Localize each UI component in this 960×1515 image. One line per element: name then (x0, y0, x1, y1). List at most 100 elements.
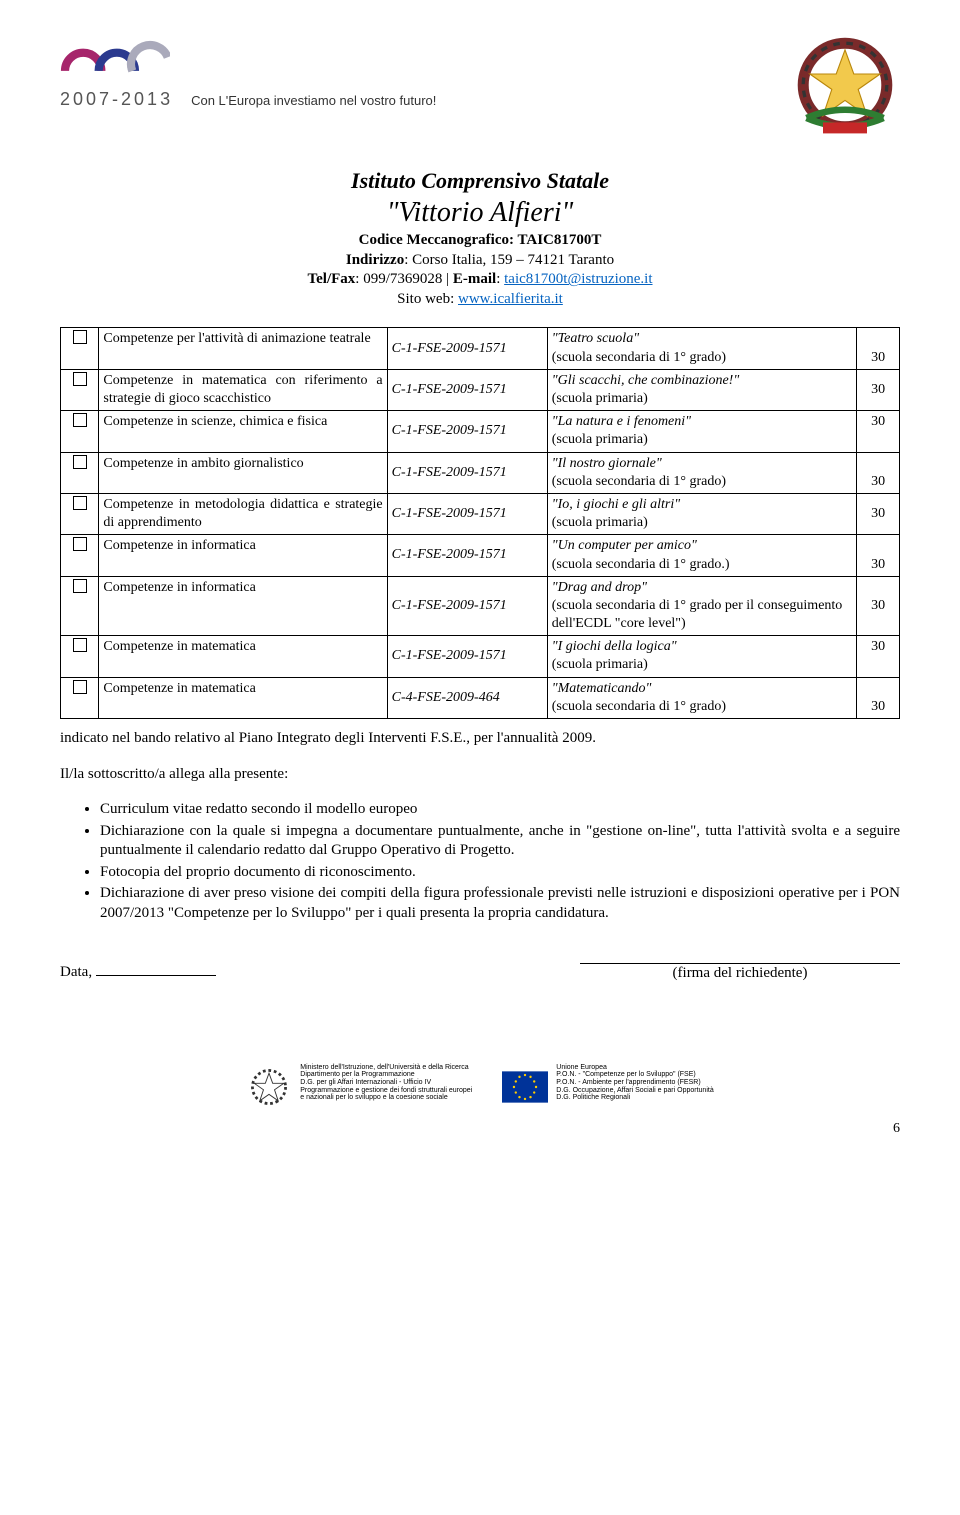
codice-label: Codice Meccanografico: (359, 232, 518, 248)
checkbox[interactable] (73, 680, 87, 694)
course-code: C-1-FSE-2009-1571 (387, 493, 547, 534)
attachment-list: Curriculum vitae redatto secondo il mode… (60, 800, 900, 923)
course-title: "Il nostro giornale" (552, 455, 853, 473)
header-row: 2007-2013 Con L'Europa investiamo nel vo… (60, 30, 900, 147)
course-title-cell: "Un computer per amico"(scuola secondari… (547, 535, 857, 576)
course-title: "Teatro scuola" (552, 330, 853, 348)
course-title-cell: "Teatro scuola"(scuola secondaria di 1° … (547, 328, 857, 369)
footer-left-text: Ministero dell'Istruzione, dell'Universi… (300, 1064, 472, 1102)
list-item: Dichiarazione di aver preso visione dei … (100, 884, 900, 923)
after-table-text: indicato nel bando relativo al Piano Int… (60, 729, 900, 749)
italy-emblem-icon (790, 30, 900, 140)
course-description: Competenze in ambito giornalistico (99, 452, 387, 493)
course-title-cell: "La natura e i fenomeni"(scuola primaria… (547, 411, 857, 452)
telfax-value: : 099/7369028 | (355, 271, 453, 287)
course-title-cell: "Drag and drop"(scuola secondaria di 1° … (547, 576, 857, 636)
title-block: Istituto Comprensivo Statale "Vittorio A… (60, 167, 900, 310)
checkbox-cell (61, 369, 99, 410)
course-code: C-1-FSE-2009-1571 (387, 452, 547, 493)
checkbox[interactable] (73, 372, 87, 386)
checkbox[interactable] (73, 413, 87, 427)
eu-flag-icon (502, 1064, 548, 1110)
footer-italy-emblem-icon (246, 1064, 292, 1110)
table-row: Competenze in matematicaC-4-FSE-2009-464… (61, 677, 900, 718)
pon-logo-block: 2007-2013 Con L'Europa investiamo nel vo… (60, 30, 480, 111)
course-description: Competenze in matematica (99, 636, 387, 677)
course-code: C-4-FSE-2009-464 (387, 677, 547, 718)
course-code: C-1-FSE-2009-1571 (387, 369, 547, 410)
table-row: Competenze in ambito giornalisticoC-1-FS… (61, 452, 900, 493)
course-code: C-1-FSE-2009-1571 (387, 576, 547, 636)
course-code: C-1-FSE-2009-1571 (387, 328, 547, 369)
course-hours: 30 (857, 369, 900, 410)
checkbox[interactable] (73, 579, 87, 593)
course-code: C-1-FSE-2009-1571 (387, 636, 547, 677)
course-title: "Drag and drop" (552, 579, 853, 597)
course-description: Competenze in scienze, chimica e fisica (99, 411, 387, 452)
institute-title: Istituto Comprensivo Statale (60, 167, 900, 196)
course-description: Competenze in metodologia didattica e st… (99, 493, 387, 534)
course-subtitle: (scuola secondaria di 1° grado per il co… (552, 597, 853, 633)
course-hours: 30 (857, 411, 900, 452)
checkbox-cell (61, 636, 99, 677)
table-row: Competenze in metodologia didattica e st… (61, 493, 900, 534)
table-row: Competenze in scienze, chimica e fisicaC… (61, 411, 900, 452)
checkbox[interactable] (73, 496, 87, 510)
course-hours: 30 (857, 452, 900, 493)
signature-label: (firma del richiedente) (580, 964, 900, 984)
course-title-cell: "I giochi della logica"(scuola primaria) (547, 636, 857, 677)
table-row: Competenze in matematica con riferimento… (61, 369, 900, 410)
list-item: Fotocopia del proprio documento di ricon… (100, 863, 900, 883)
course-subtitle: (scuola secondaria di 1° grado) (552, 473, 853, 491)
course-description: Competenze in informatica (99, 535, 387, 576)
indirizzo-line: Indirizzo: Corso Italia, 159 – 74121 Tar… (60, 251, 900, 271)
course-hours: 30 (857, 328, 900, 369)
indirizzo-value: : Corso Italia, 159 – 74121 Taranto (404, 252, 614, 268)
table-row: Competenze in matematicaC-1-FSE-2009-157… (61, 636, 900, 677)
institute-name: "Vittorio Alfieri" (60, 195, 900, 231)
course-title-cell: "Gli scacchi, che combinazione!"(scuola … (547, 369, 857, 410)
site-line: Sito web: www.icalfierita.it (60, 290, 900, 310)
course-title: "I giochi della logica" (552, 638, 853, 656)
course-description: Competenze per l'attività di animazione … (99, 328, 387, 369)
codice-line: Codice Meccanografico: TAIC81700T (60, 231, 900, 251)
course-description: Competenze in matematica con riferimento… (99, 369, 387, 410)
course-title-cell: "Matematicando"(scuola secondaria di 1° … (547, 677, 857, 718)
checkbox[interactable] (73, 455, 87, 469)
checkbox-cell (61, 493, 99, 534)
footer-right-5: D.G. Politiche Regionali (556, 1094, 713, 1102)
checkbox[interactable] (73, 330, 87, 344)
footer-right-1: Unione Europea (556, 1064, 713, 1072)
telfax-label: Tel/Fax (307, 271, 355, 287)
checkbox-cell (61, 535, 99, 576)
sito-link[interactable]: www.icalfierita.it (458, 291, 563, 307)
checkbox[interactable] (73, 638, 87, 652)
pon-arcs-icon (60, 30, 170, 80)
checkbox[interactable] (73, 537, 87, 551)
footer-right-3: P.O.N. - Ambiente per l'apprendimento (F… (556, 1079, 713, 1087)
course-hours: 30 (857, 493, 900, 534)
signature-row: Data, (firma del richiedente) (60, 963, 900, 984)
pon-tagline: Con L'Europa investiamo nel vostro futur… (191, 93, 436, 110)
course-title: "Io, i giochi e gli altri" (552, 496, 853, 514)
footer-row: Ministero dell'Istruzione, dell'Universi… (60, 1064, 900, 1110)
checkbox-cell (61, 328, 99, 369)
sito-label: Sito web: (397, 291, 458, 307)
course-subtitle: (scuola primaria) (552, 431, 853, 449)
footer-left-4: Programmazione e gestione dei fondi stru… (300, 1087, 472, 1095)
course-hours: 30 (857, 636, 900, 677)
footer-left: Ministero dell'Istruzione, dell'Universi… (246, 1064, 472, 1110)
attach-intro: Il/la sottoscritto/a allega alla present… (60, 765, 900, 785)
checkbox-cell (61, 411, 99, 452)
list-item: Curriculum vitae redatto secondo il mode… (100, 800, 900, 820)
checkbox-cell (61, 677, 99, 718)
course-code: C-1-FSE-2009-1571 (387, 535, 547, 576)
date-line[interactable] (96, 975, 216, 976)
table-row: Competenze in informaticaC-1-FSE-2009-15… (61, 576, 900, 636)
course-title: "Un computer per amico" (552, 537, 853, 555)
date-label: Data, (60, 964, 96, 980)
course-title: "Matematicando" (552, 680, 853, 698)
list-item: Dichiarazione con la quale si impegna a … (100, 822, 900, 861)
signature-block: (firma del richiedente) (580, 963, 900, 984)
email-link[interactable]: taic81700t@istruzione.it (504, 271, 652, 287)
